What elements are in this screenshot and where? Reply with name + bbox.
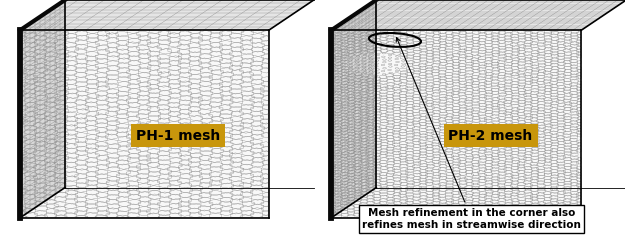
Polygon shape — [20, 30, 269, 218]
Text: PH-1 mesh: PH-1 mesh — [136, 129, 220, 143]
Polygon shape — [20, 0, 314, 30]
Polygon shape — [331, 30, 581, 218]
Text: Mesh refinement in the corner also
refines mesh in streamwise direction: Mesh refinement in the corner also refin… — [362, 38, 581, 230]
Polygon shape — [20, 0, 65, 218]
Polygon shape — [331, 0, 376, 218]
Polygon shape — [331, 0, 625, 30]
Text: PH-2 mesh: PH-2 mesh — [449, 129, 532, 143]
